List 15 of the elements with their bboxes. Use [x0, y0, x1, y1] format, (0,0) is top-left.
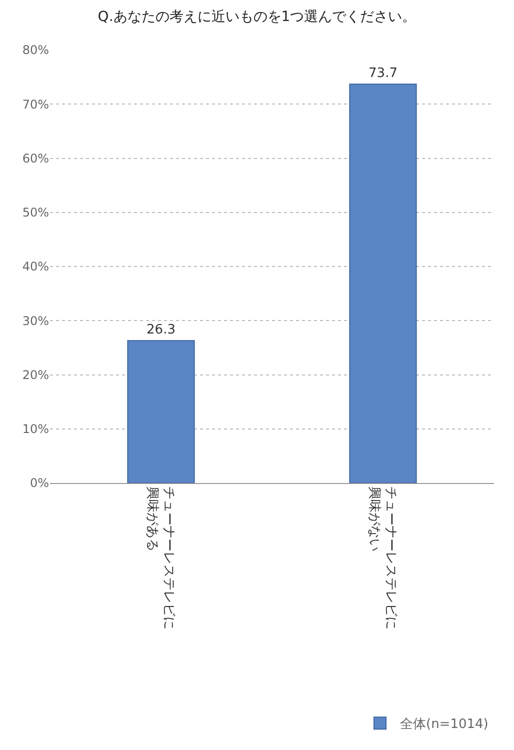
y-tick-label: 70%: [22, 97, 49, 112]
y-tick-label: 60%: [22, 151, 49, 166]
y-tick-label: 30%: [22, 314, 49, 328]
y-tick-label: 0%: [30, 476, 49, 490]
y-tick-label: 80%: [22, 43, 49, 58]
legend-label: 全体(n=1014): [400, 717, 488, 732]
data-label: 26.3: [146, 322, 176, 338]
y-tick-label: 10%: [22, 422, 49, 436]
y-tick-label: 50%: [22, 206, 49, 220]
y-tick-label: 40%: [22, 260, 49, 274]
x-tick-label: チューナーレステレビに興味がある: [144, 486, 176, 630]
data-label: 73.7: [368, 66, 398, 82]
y-tick-label: 20%: [22, 368, 49, 382]
chart-title: Q.あなたの考えに近いものを1つ選んでください。: [98, 9, 416, 26]
x-tick-label: チューナーレステレビに興味がない: [366, 486, 398, 630]
